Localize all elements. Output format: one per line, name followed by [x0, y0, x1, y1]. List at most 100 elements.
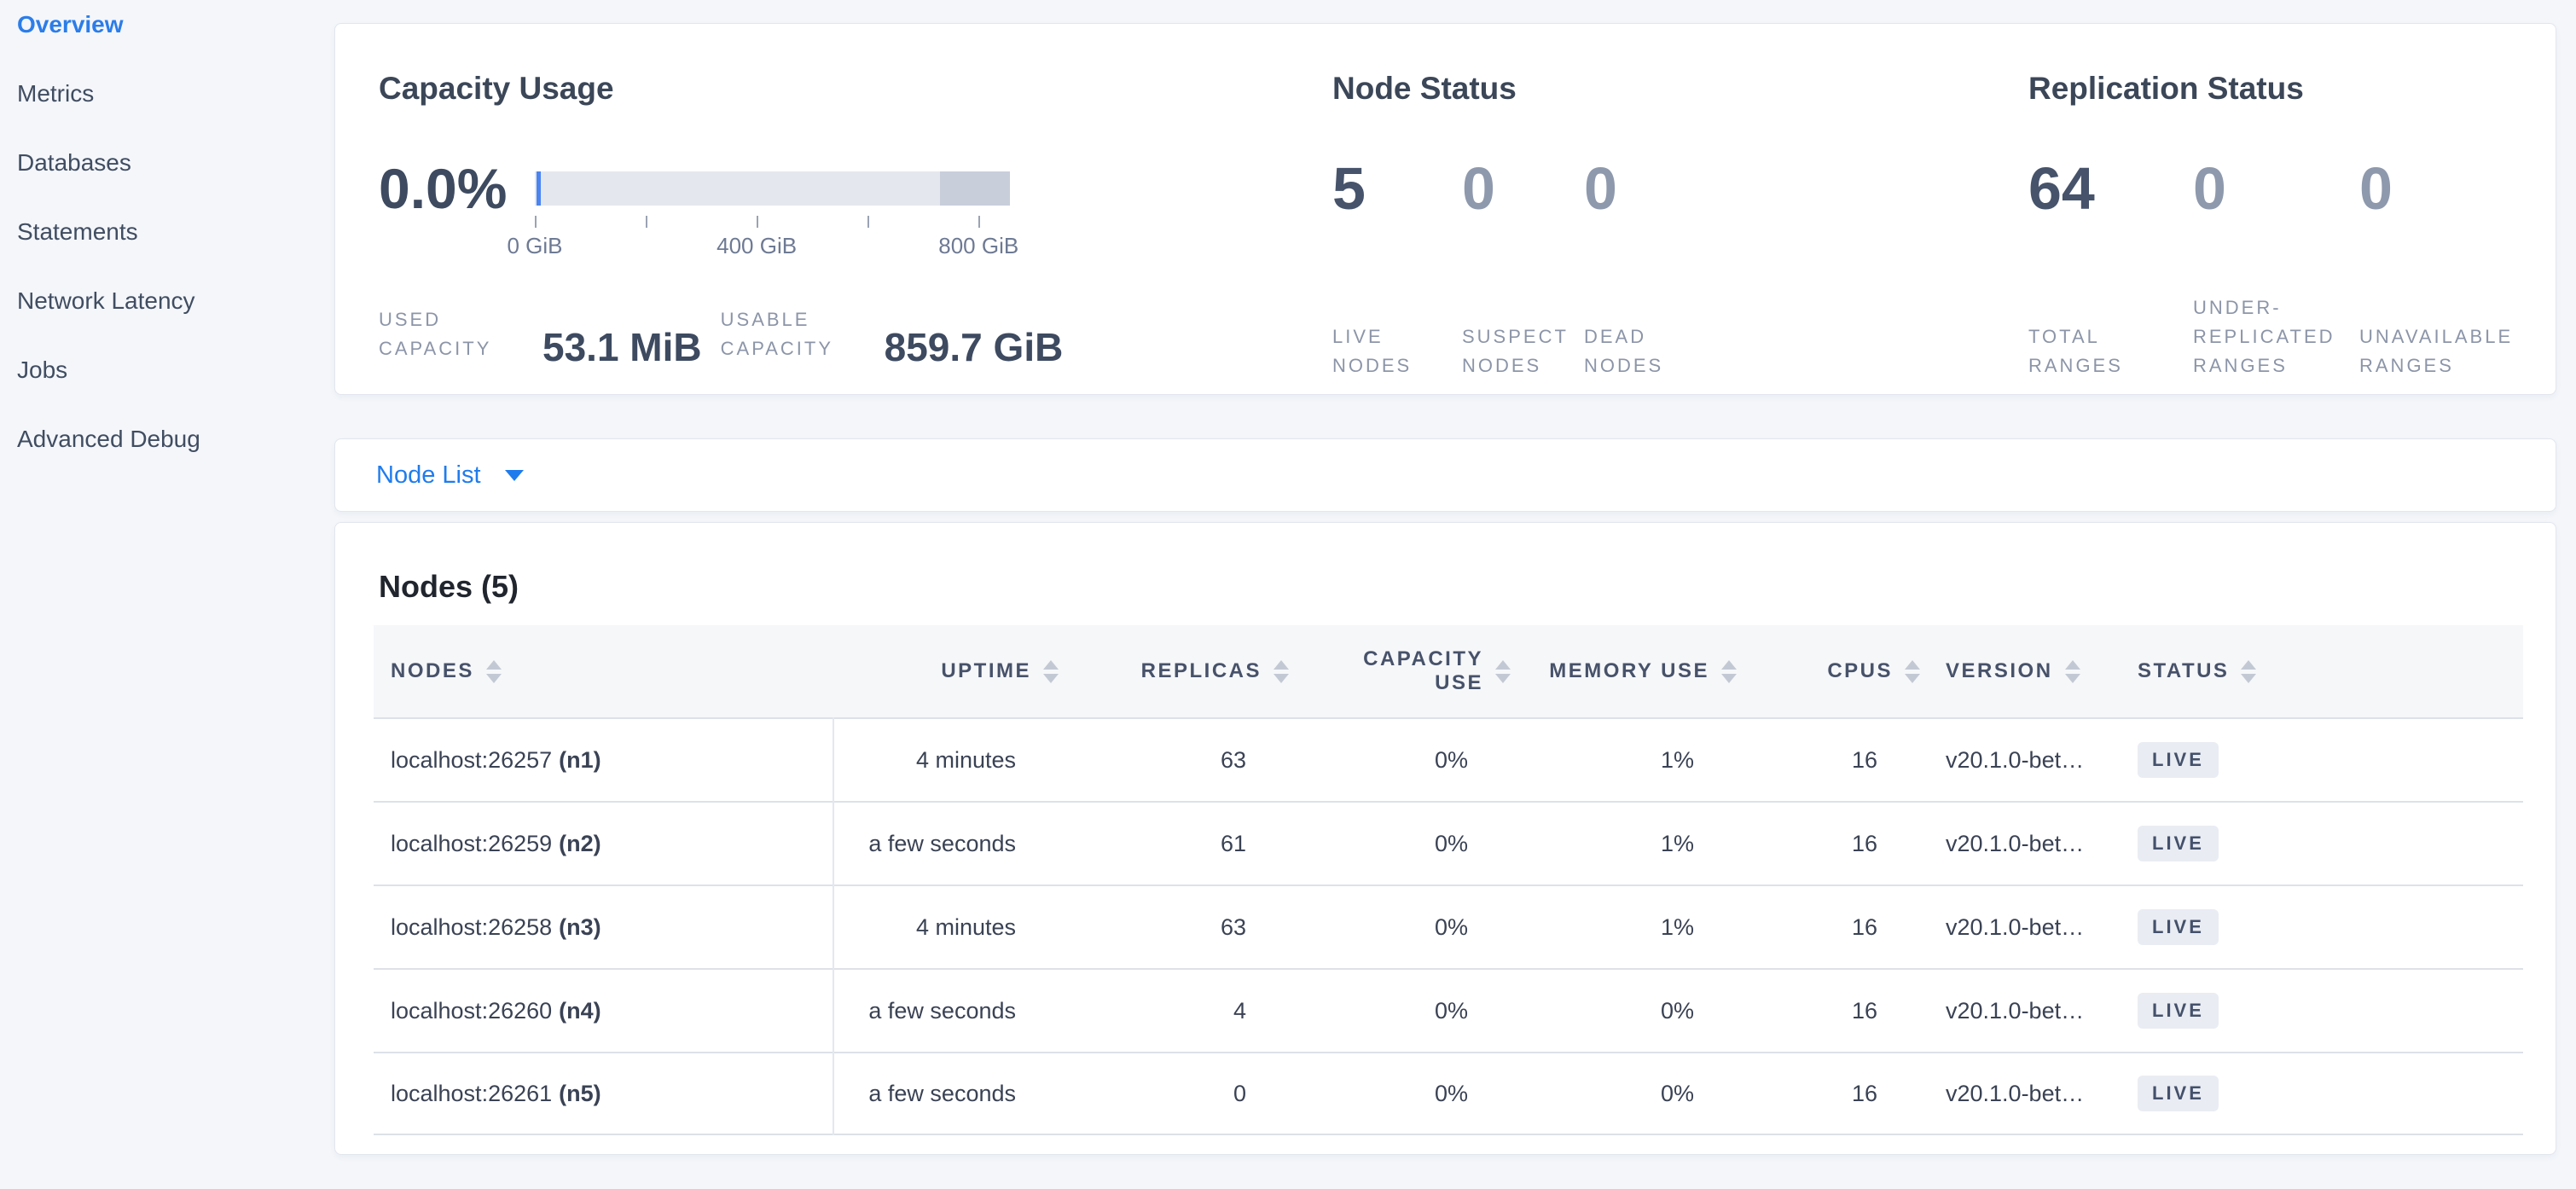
capacity-use-cell: 0%	[1434, 830, 1468, 856]
sidebar-item-metrics[interactable]: Metrics	[17, 79, 95, 107]
node-status-stats: 5 LIVE NODES 0 SUSPECT NODES 0 DEAD NODE…	[1332, 159, 1729, 380]
node-cell: localhost:26257 (n1)	[374, 719, 833, 801]
sidebar-item-databases[interactable]: Databases	[17, 148, 131, 176]
capacity-stats: USED CAPACITY 53.1 MiB USABLE CAPACITY 8…	[379, 305, 1064, 367]
node-cell: localhost:26259 (n2)	[374, 803, 833, 884]
column-header-memory-use[interactable]: MEMORY USE	[1511, 625, 1737, 717]
replication-status-section: Replication Status 64 TOTAL RANGES 0 UND…	[2028, 70, 2556, 380]
node-address: localhost:26257	[391, 746, 553, 773]
unavailable-ranges-stat: 0 UNAVAILABLE RANGES	[2359, 159, 2556, 380]
used-capacity-value: 53.1 MiB	[542, 325, 702, 370]
dead-nodes-stat: 0 DEAD NODES	[1584, 159, 1729, 380]
sort-arrows-icon[interactable]	[1495, 659, 1511, 683]
column-header-label: STATUS	[2138, 659, 2230, 682]
replicas-cell: 4	[1233, 997, 1246, 1024]
capacity-use-cell: 0%	[1434, 1080, 1468, 1106]
memory-use-cell: 1%	[1660, 914, 1694, 940]
sidebar-item-advanced-debug[interactable]: Advanced Debug	[17, 425, 200, 452]
node-id: (n4)	[559, 997, 601, 1024]
uptime-cell: 4 minutes	[915, 746, 1016, 773]
memory-use-cell: 1%	[1660, 746, 1694, 773]
memory-use-cell: 0%	[1660, 997, 1694, 1024]
version-cell: v20.1.0-bet…	[1946, 746, 2085, 773]
capacity-bar-wrap: 0 GiB 400 GiB 800 GiB	[507, 160, 1018, 260]
capacity-axis-ticks	[535, 216, 1010, 228]
sidebar-item-overview[interactable]: Overview	[17, 10, 124, 38]
live-nodes-value: 5	[1332, 155, 1366, 222]
sort-arrows-icon[interactable]	[2241, 659, 2257, 683]
status-badge: LIVE	[2138, 1076, 2219, 1111]
table-row[interactable]: localhost:26259 (n2) a few seconds 61 0% 1% 16…	[374, 801, 2523, 884]
chevron-down-icon[interactable]	[504, 469, 524, 481]
replicas-cell: 0	[1233, 1080, 1246, 1106]
replicas-cell: 61	[1220, 830, 1246, 856]
cpus-cell: 16	[1851, 1080, 1877, 1106]
sort-arrows-icon[interactable]	[1905, 659, 1920, 683]
sort-arrows-icon[interactable]	[1043, 659, 1059, 683]
column-header-replicas[interactable]: REPLICAS	[1059, 625, 1289, 717]
version-cell: v20.1.0-bet…	[1946, 914, 2085, 940]
column-header-label: REPLICAS	[1140, 659, 1262, 682]
suspect-nodes-stat: 0 SUSPECT NODES	[1462, 159, 1584, 380]
nodes-table-header: NODES UPTIME REPLICAS CAPACITY USE MEMORY US…	[374, 625, 2523, 717]
node-cell: localhost:26258 (n3)	[374, 886, 833, 968]
node-address: localhost:26260	[391, 997, 553, 1024]
node-id: (n5)	[559, 1080, 601, 1106]
sort-arrows-icon[interactable]	[485, 659, 502, 683]
table-row[interactable]: localhost:26257 (n1) 4 minutes 63 0% 1% 16 v20.…	[374, 717, 2523, 801]
uptime-cell: a few seconds	[868, 1080, 1016, 1106]
view-selector[interactable]: Node List	[335, 439, 2556, 511]
node-id: (n1)	[559, 746, 601, 773]
live-nodes-stat: 5 LIVE NODES	[1332, 159, 1462, 380]
sidebar-item-statements[interactable]: Statements	[17, 218, 138, 245]
capacity-bar	[535, 171, 1010, 206]
node-cell: localhost:26261 (n5)	[374, 1053, 833, 1134]
capacity-bar-used-marker	[537, 171, 541, 206]
sidebar-item-jobs[interactable]: Jobs	[17, 356, 68, 383]
capacity-usage-title: Capacity Usage	[379, 71, 614, 106]
column-header-cpus[interactable]: CPUS	[1737, 625, 1920, 717]
capacity-use-cell: 0%	[1434, 997, 1468, 1024]
nodes-table-body: localhost:26257 (n1) 4 minutes 63 0% 1% 16 v20.…	[374, 717, 2523, 1135]
column-header-capacity-use[interactable]: CAPACITY USE	[1289, 625, 1511, 717]
cpus-cell: 16	[1851, 914, 1877, 940]
nodes-table-card: Nodes (5) NODES UPTIME REPLICAS CAPACITY US…	[334, 522, 2556, 1155]
under-replicated-ranges-label: UNDER-REPLICATED RANGES	[2193, 296, 2335, 376]
uptime-cell: a few seconds	[868, 830, 1016, 856]
replicas-cell: 63	[1220, 746, 1246, 773]
sort-arrows-icon[interactable]	[1721, 659, 1737, 683]
table-row[interactable]: localhost:26260 (n4) a few seconds 4 0% 0% 16 v…	[374, 968, 2523, 1052]
replicas-cell: 63	[1220, 914, 1246, 940]
total-ranges-stat: 64 TOTAL RANGES	[2028, 159, 2186, 380]
column-header-status[interactable]: STATUS	[2138, 625, 2523, 717]
status-badge: LIVE	[2138, 909, 2219, 945]
column-header-label: MEMORY USE	[1549, 659, 1709, 682]
suspect-nodes-value: 0	[1462, 155, 1495, 222]
table-row[interactable]: localhost:26261 (n5) a few seconds 0 0% 0% 16 v…	[374, 1052, 2523, 1135]
sort-arrows-icon[interactable]	[1273, 659, 1289, 683]
node-status-title: Node Status	[1332, 71, 1517, 106]
unavailable-ranges-value: 0	[2359, 155, 2393, 222]
column-header-label: NODES	[391, 659, 474, 682]
cpus-cell: 16	[1851, 746, 1877, 773]
column-header-uptime[interactable]: UPTIME	[833, 625, 1059, 717]
axis-label-0gib: 0 GiB	[507, 233, 563, 258]
sidebar-item-network-latency[interactable]: Network Latency	[17, 287, 195, 314]
status-badge: LIVE	[2138, 742, 2219, 778]
dead-nodes-value: 0	[1584, 155, 1617, 222]
usable-capacity-value: 859.7 GiB	[884, 325, 1064, 370]
sort-arrows-icon[interactable]	[2064, 659, 2080, 683]
table-row[interactable]: localhost:26258 (n3) 4 minutes 63 0% 1% 16 v20.…	[374, 884, 2523, 968]
memory-use-cell: 0%	[1660, 1080, 1694, 1106]
usable-capacity-label: USABLE CAPACITY	[720, 309, 834, 360]
node-list-dropdown-label[interactable]: Node List	[376, 461, 481, 489]
sidebar-item-list: Overview Metrics Databases Statements Networ…	[17, 0, 334, 473]
unavailable-ranges-label: UNAVAILABLE RANGES	[2359, 325, 2514, 376]
node-cell: localhost:26260 (n4)	[374, 970, 833, 1052]
column-header-label: CAPACITY USE	[1363, 647, 1483, 694]
column-header-version[interactable]: VERSION	[1920, 625, 2138, 717]
memory-use-cell: 1%	[1660, 830, 1694, 856]
column-header-nodes[interactable]: NODES	[374, 625, 833, 717]
usable-capacity-stat: USABLE CAPACITY 859.7 GiB	[720, 305, 1064, 367]
